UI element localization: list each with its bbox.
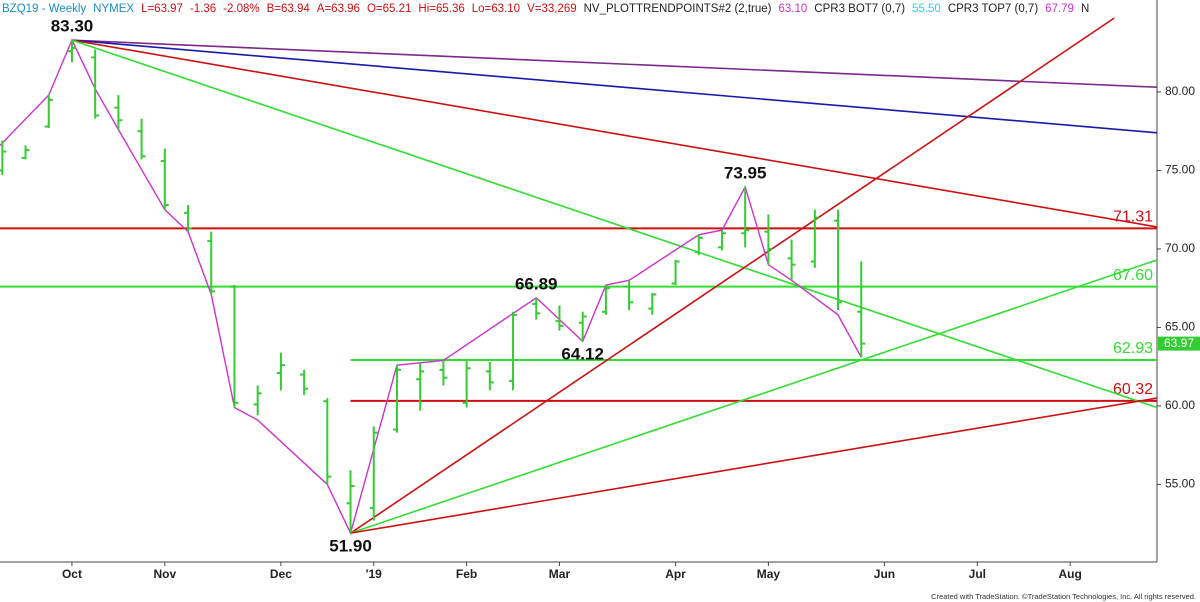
header-item: CPR3 BOT7 (0,7)	[814, 3, 906, 15]
last-price-tag	[1158, 336, 1200, 351]
ohlc-bar	[625, 280, 634, 311]
header-item: -1.36	[189, 3, 217, 15]
header-item: 55.50	[912, 3, 941, 15]
ohlc-bar	[346, 470, 355, 534]
x-tick-label: Apr	[665, 567, 686, 581]
header-item: L=63.97	[141, 3, 183, 15]
x-tick-label: Aug	[1059, 567, 1082, 581]
header-item: NV_PLOTTRENDPOINTS#2 (2,true)	[583, 3, 772, 15]
ohlc-bar	[764, 214, 773, 265]
ohlc-bar	[21, 145, 30, 160]
y-tick-label: 65.00	[1165, 320, 1195, 334]
ohlc-bar	[207, 231, 216, 295]
header-item: Hi=65.36	[418, 3, 465, 15]
ohlc-bar	[671, 259, 680, 286]
ohlc-bar	[741, 186, 750, 248]
ohlc-bar	[485, 361, 494, 391]
x-tick-label: Jun	[874, 567, 895, 581]
x-tick-label: May	[757, 567, 781, 581]
ohlc-bar	[230, 285, 239, 408]
ohlc-bar	[160, 148, 169, 210]
x-tick-label: '19	[366, 567, 383, 581]
header-item: CPR3 TOP7 (0,7)	[947, 3, 1039, 15]
ohlc-bar	[184, 204, 193, 232]
header-item: 67.79	[1045, 3, 1074, 15]
ohlc-bar	[857, 261, 866, 358]
ohlc-bar	[601, 285, 610, 315]
header-item: -2.08%	[223, 3, 260, 15]
trendline	[350, 397, 1158, 534]
x-tick-label: Jul	[969, 567, 986, 581]
header: BZQ19 - Weekly NYMEX L=63.97 -1.36 -2.08% B=6…	[2, 1, 1152, 17]
ohlc-bar	[323, 398, 332, 485]
trendline	[71, 39, 1158, 409]
x-tick-label: Dec	[270, 567, 292, 581]
trendline	[350, 17, 1115, 534]
ohlc-bar	[300, 369, 309, 395]
header-item: B=63.94	[266, 3, 310, 15]
trendline	[71, 39, 1158, 228]
ohlc-bar	[416, 363, 425, 411]
ohlc-bar	[0, 140, 7, 176]
x-tick-label: Nov	[153, 567, 176, 581]
last-price-label: 63.97	[1164, 336, 1194, 350]
swing-annotation: 64.12	[561, 345, 604, 364]
x-tick-label: Feb	[456, 567, 477, 581]
ohlc-bar	[717, 230, 726, 251]
ohlc-bar	[509, 311, 518, 391]
level-label: 62.93	[1113, 340, 1153, 357]
ohlc-bar	[532, 297, 541, 320]
header-item: N	[1080, 3, 1090, 15]
header-item: O=65.21	[366, 3, 412, 15]
ohlc-bar	[114, 95, 123, 130]
header-item: NYMEX	[93, 3, 135, 15]
ohlc-bar	[810, 209, 819, 268]
ohlc-bar	[694, 234, 703, 256]
header-item: 63.10	[778, 3, 808, 15]
y-tick-label: 70.00	[1165, 241, 1195, 255]
x-tick-label: Mar	[549, 567, 571, 581]
ohlc-bar	[439, 360, 448, 386]
x-tick-label: Oct	[62, 567, 82, 581]
y-tick-label: 55.00	[1165, 477, 1195, 491]
ohlc-bar	[578, 311, 587, 342]
trendline	[71, 39, 1158, 89]
ohlc-bar	[91, 49, 100, 119]
y-tick-label: 80.00	[1165, 84, 1195, 98]
level-label: 60.32	[1113, 381, 1153, 398]
header-item: V=33,269	[527, 3, 577, 15]
ohlc-bar	[462, 360, 471, 408]
trendline	[350, 259, 1158, 534]
header-item: A=63.96	[316, 3, 360, 15]
ohlc-bar	[137, 118, 146, 160]
ohlc-bar	[44, 95, 53, 129]
ohlc-bar	[648, 292, 657, 315]
ohlc-bar	[392, 365, 401, 433]
swing-annotation: 73.95	[724, 163, 767, 182]
swing-annotation: 83.30	[51, 17, 94, 36]
ohlc-bar	[276, 352, 285, 391]
level-label: 67.60	[1113, 267, 1153, 284]
swing-annotation: 66.89	[515, 274, 558, 293]
ohlc-bar	[787, 239, 796, 281]
y-tick-label: 75.00	[1165, 163, 1195, 177]
trendline	[71, 39, 1158, 134]
ohlc-bar	[253, 385, 262, 416]
ohlc-bar	[67, 40, 76, 63]
header-item: BZQ19 - Weekly	[2, 3, 87, 15]
header-item: Lo=63.10	[471, 3, 521, 15]
ohlc-bar	[555, 305, 564, 331]
ohlc-bar	[834, 209, 843, 311]
swing-annotation: 51.90	[329, 537, 372, 556]
y-tick-label: 60.00	[1165, 398, 1195, 412]
footer: Created with TradeStation. ©TradeStation…	[931, 592, 1196, 601]
ohlc-bar	[369, 426, 378, 521]
